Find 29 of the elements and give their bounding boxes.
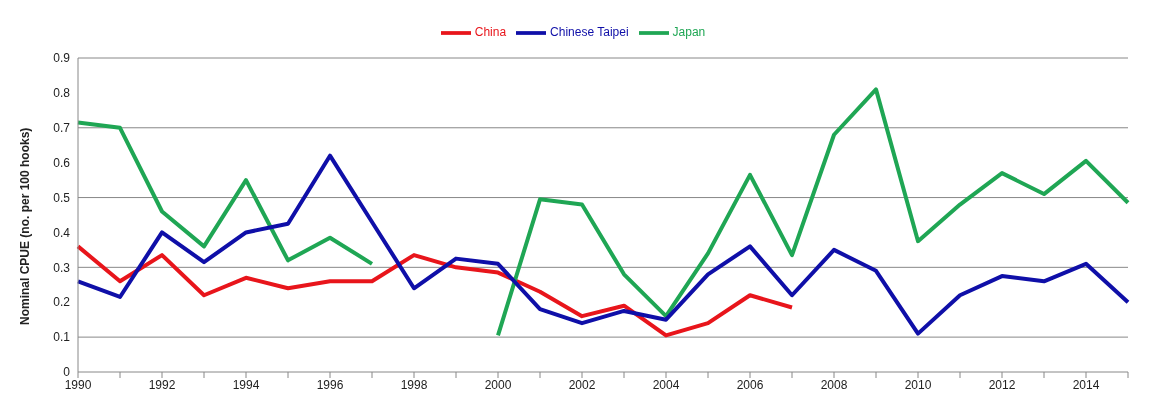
y-tick-label: 0.3 <box>53 260 71 275</box>
y-axis-title: Nominal CPUE (no. per 100 hooks) <box>18 127 33 325</box>
x-tick-label: 2014 <box>1072 377 1100 392</box>
y-tick-label: 0.9 <box>53 51 71 66</box>
y-tick-label: 0.6 <box>53 155 71 170</box>
x-tick-label: 2012 <box>988 377 1016 392</box>
x-tick-label: 2008 <box>820 377 848 392</box>
x-tick-label: 2002 <box>568 377 596 392</box>
x-tick-label: 2000 <box>484 377 512 392</box>
y-tick-label: 0.4 <box>53 225 71 240</box>
y-tick-label: 0.5 <box>53 190 71 205</box>
legend-label: Japan <box>672 25 706 40</box>
line-series <box>76 153 1130 336</box>
y-tick-label: 0.2 <box>53 295 71 310</box>
x-tick-label: 1994 <box>232 377 260 392</box>
y-tick-label: 0 <box>63 365 71 380</box>
x-tick-label: 2004 <box>652 377 680 392</box>
legend-label: China <box>474 25 507 40</box>
y-tick-label: 0.8 <box>53 86 71 101</box>
x-tick-label: 2006 <box>736 377 764 392</box>
x-tick-label: 2010 <box>904 377 932 392</box>
legend-label: Chinese Taipei <box>550 25 629 40</box>
line-series <box>76 244 794 338</box>
x-tick-label: 1998 <box>400 377 428 392</box>
x-tick-label: 1996 <box>316 377 344 392</box>
y-tick-label: 0.7 <box>53 121 71 136</box>
x-tick-label: 1990 <box>64 377 92 392</box>
x-tick-label: 1992 <box>148 377 176 392</box>
y-tick-label: 0.1 <box>53 330 71 345</box>
